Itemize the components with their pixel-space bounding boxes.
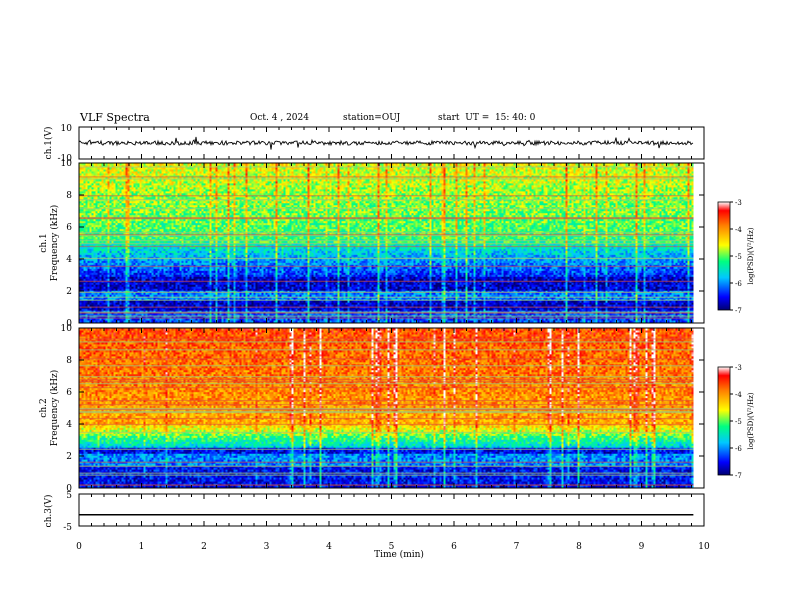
colorbar-label: log(PSD)(V²/Hz) <box>747 392 755 449</box>
colorbar-tick-label: -3 <box>735 199 742 207</box>
page-title: VLF Spectra <box>80 111 150 124</box>
header-date: Oct. 4 , 2024 <box>250 113 309 123</box>
x-tick-label: 0 <box>76 542 82 552</box>
ch3-ytick: 5 <box>66 491 72 501</box>
spectrogram-ytick: 0 <box>66 484 72 494</box>
spectrogram-ytick: 4 <box>66 255 72 265</box>
colorbar-ch2: -3 -4 -5 -6 -7 log(PSD)(V²/Hz) <box>717 364 755 480</box>
colorbar-tick-label: -7 <box>735 307 742 315</box>
colorbar-ch1: -3 -4 -5 -6 -7 log(PSD)(V²/Hz) <box>717 199 755 315</box>
colorbar-tick-label: -6 <box>735 445 742 453</box>
x-tick-label: 5 <box>389 542 395 552</box>
ch2-spec-ylabel-channel: ch.2 <box>39 398 49 417</box>
x-tick-label: 2 <box>201 542 207 552</box>
x-tick-label: 8 <box>576 542 582 552</box>
x-tick-label: 7 <box>514 542 520 552</box>
ch1-ytick: 10 <box>61 124 73 134</box>
x-tick-label: 9 <box>639 542 645 552</box>
spectrogram-ytick: 4 <box>66 420 72 430</box>
x-axis-label: Time (min) <box>374 549 424 560</box>
spectrogram-ytick: 10 <box>61 324 73 334</box>
x-tick-label: 1 <box>139 542 145 552</box>
ch1-waveform-line <box>78 136 694 150</box>
x-tick-label: 3 <box>264 542 270 552</box>
colorbar-tick-label: -6 <box>735 280 742 288</box>
colorbar-tick-label: -4 <box>735 226 742 234</box>
colorbar-label: log(PSD)(V²/Hz) <box>747 227 755 284</box>
spectrogram-ytick: 6 <box>66 223 72 233</box>
spectrogram-ytick: 0 <box>66 319 72 329</box>
ch1-waveform-path <box>78 136 694 150</box>
x-tick-label: 10 <box>698 542 710 552</box>
header-station: station=OUJ <box>343 113 401 123</box>
ch3-waveform-ylabel: ch.3(V) <box>43 495 54 528</box>
colorbar-tick-label: -4 <box>735 391 742 399</box>
spectrogram-ytick: 10 <box>61 159 73 169</box>
colorbar-tick-label: -3 <box>735 364 742 372</box>
spectrogram-ytick: 2 <box>66 287 72 297</box>
colorbar-tick-label: -5 <box>735 418 742 426</box>
spectrogram-image <box>79 163 694 323</box>
colorbar-tick-label: -7 <box>735 472 742 480</box>
ch1-spectrogram <box>78 162 705 324</box>
x-tick-label: 6 <box>451 542 457 552</box>
spectrogram-ytick: 2 <box>66 452 72 462</box>
spectrogram-ytick: 6 <box>66 388 72 398</box>
spectrogram-image <box>79 328 694 488</box>
colorbar-tick-label: -5 <box>735 253 742 261</box>
ch2-spec-ylabel: Frequency (kHz) <box>49 370 60 447</box>
ch1-ytick: -10 <box>58 154 73 164</box>
header-start-time: start UT = 15: 40: 0 <box>438 113 536 123</box>
ch3-ytick: -5 <box>63 523 72 533</box>
ch2-spectrogram <box>78 327 705 489</box>
ch1-spec-ylabel-channel: ch.1 <box>39 233 49 252</box>
ch1-spec-ylabel: Frequency (kHz) <box>49 205 60 282</box>
x-tick-label: 4 <box>326 542 332 552</box>
spectrogram-ytick: 8 <box>66 191 72 201</box>
spectrogram-ytick: 8 <box>66 356 72 366</box>
ch1-waveform-ylabel: ch.1(V) <box>43 127 54 160</box>
